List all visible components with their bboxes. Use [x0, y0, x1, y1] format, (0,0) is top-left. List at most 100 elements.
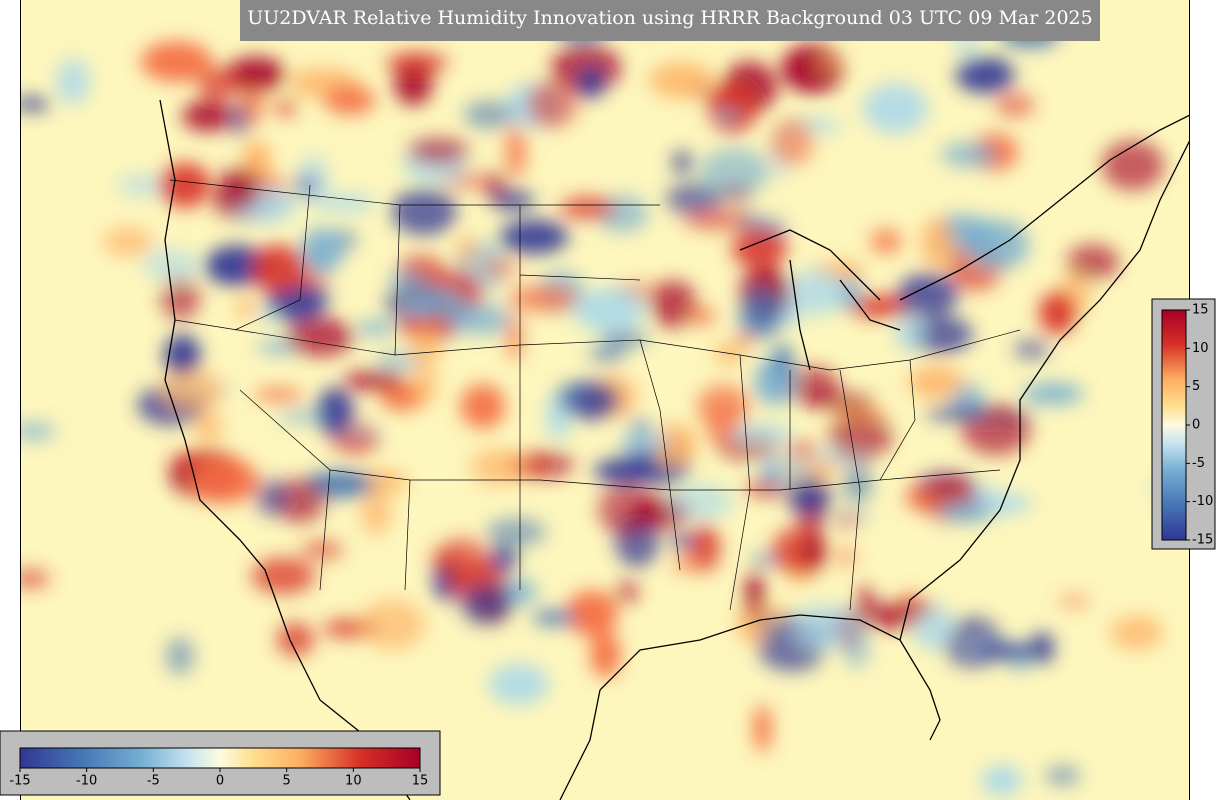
field-blob	[837, 546, 856, 568]
field-blob	[920, 217, 955, 269]
field-blob	[457, 233, 476, 266]
field-blob	[360, 599, 426, 650]
field-blob	[938, 501, 993, 523]
field-blob	[235, 295, 256, 320]
field-blob	[736, 331, 753, 348]
field-blob	[683, 209, 755, 231]
field-blob	[773, 344, 793, 375]
field-blob	[816, 56, 842, 72]
field-blob	[671, 556, 708, 573]
field-blob	[1022, 382, 1084, 405]
field-blob	[557, 383, 582, 409]
colorbar-tick-label: 10	[345, 774, 362, 789]
field-blob	[995, 92, 1035, 118]
colorbar-tick-label: -10	[76, 774, 97, 789]
field-blob	[360, 491, 392, 535]
field-blob	[20, 423, 56, 440]
field-blob	[481, 259, 521, 277]
field-blob	[786, 477, 832, 515]
colorbar-tick-label: 15	[412, 774, 429, 789]
field-blob	[699, 147, 770, 196]
field-blob	[490, 190, 535, 211]
field-blob	[672, 150, 693, 174]
field-blob	[838, 513, 857, 530]
field-blob	[843, 463, 872, 504]
field-blob	[758, 452, 813, 488]
field-blob	[787, 441, 818, 458]
field-blob	[648, 61, 715, 99]
field-blob	[102, 227, 154, 257]
field-blob	[598, 483, 657, 536]
field-blob	[872, 612, 912, 630]
boundaries	[159, 99, 1190, 800]
field-blob	[667, 484, 734, 520]
field-blob	[277, 410, 330, 424]
field-blob	[753, 605, 792, 625]
colorbar	[1161, 309, 1187, 541]
field-blob	[159, 162, 211, 208]
field-blob	[856, 584, 874, 629]
field-blob	[218, 167, 260, 210]
field-blob	[912, 604, 955, 650]
field-blob	[254, 388, 304, 401]
field-blob	[315, 194, 377, 211]
field-blob	[20, 569, 50, 589]
field-blob	[1058, 595, 1090, 608]
field-blob	[715, 109, 739, 123]
field-blob	[399, 255, 445, 279]
field-blob	[925, 406, 992, 421]
field-blob	[601, 332, 649, 345]
field-blob	[941, 142, 999, 168]
field-blob	[142, 248, 201, 281]
field-blob	[981, 764, 1023, 797]
field-blob	[615, 581, 639, 603]
field-blob	[689, 308, 716, 325]
field-blob	[343, 371, 404, 391]
field-blob	[301, 540, 343, 559]
field-blob	[665, 183, 724, 215]
colorbar	[19, 747, 421, 769]
field-blob	[1066, 244, 1120, 281]
field-blob	[750, 552, 779, 568]
field-blob	[226, 56, 286, 92]
field-blob	[251, 244, 306, 294]
field-blob	[908, 366, 964, 399]
field-blob	[1110, 615, 1164, 651]
field-blob	[559, 196, 616, 220]
colorbar-tick-label: 10	[1192, 341, 1209, 356]
state-lines	[169, 179, 1021, 611]
field-blob	[488, 663, 549, 705]
field-blob	[298, 154, 330, 206]
colorbar-tick-label: 0	[216, 774, 224, 789]
colorbar-tick-label: 5	[1192, 379, 1200, 394]
field-blob	[141, 41, 212, 82]
field-blob	[385, 51, 448, 74]
colorbar-tick-label: -5	[147, 774, 160, 789]
field-blob	[793, 603, 857, 651]
field-blob	[714, 342, 743, 366]
field-blob	[527, 80, 578, 128]
field-blob	[410, 364, 438, 406]
field-blob	[731, 228, 787, 269]
field-blob	[197, 65, 238, 102]
field-blob	[1030, 632, 1054, 664]
field-blob	[894, 310, 925, 353]
field-blob	[187, 457, 259, 504]
field-blob	[460, 383, 506, 429]
field-blob	[576, 66, 606, 99]
field-blob	[649, 280, 697, 328]
colorbar-tick-label: -5	[1192, 456, 1205, 471]
title-box	[240, 0, 1100, 41]
field-blob	[897, 272, 959, 317]
field-blob	[391, 188, 457, 236]
field-blob	[574, 287, 645, 333]
field-blob	[355, 321, 396, 335]
field-blob	[1039, 291, 1077, 335]
field-blob	[166, 637, 194, 675]
field-blob	[230, 102, 249, 138]
field-blob	[117, 173, 170, 198]
field-blob	[505, 126, 526, 179]
field-blob	[274, 100, 297, 116]
field-blob	[804, 394, 875, 409]
